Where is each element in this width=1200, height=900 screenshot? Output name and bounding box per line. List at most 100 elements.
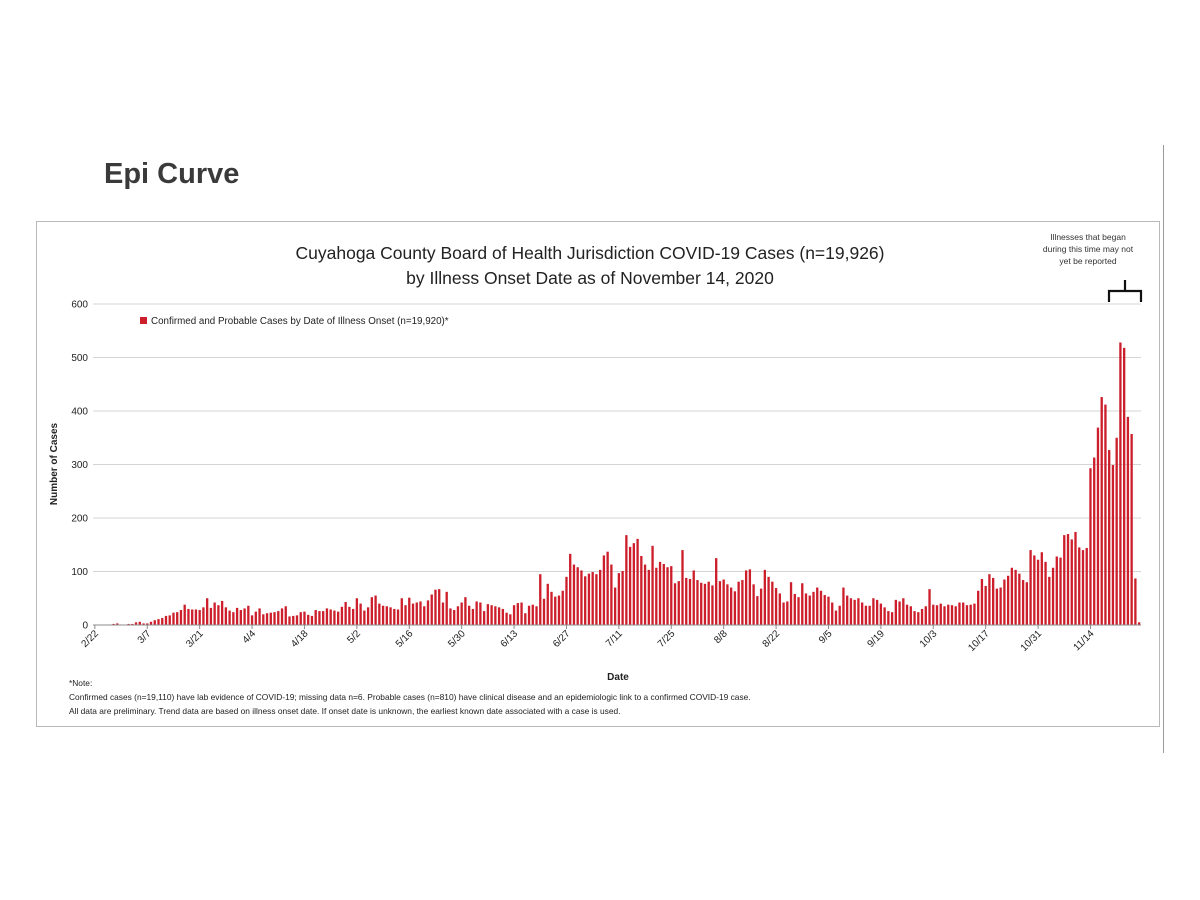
case-bar-206 — [864, 605, 868, 625]
case-bar-250 — [1029, 550, 1032, 625]
case-bar-271 — [1108, 450, 1111, 625]
case-bar-111 — [509, 614, 512, 625]
case-bars — [108, 342, 1141, 626]
case-bar-203 — [853, 599, 856, 625]
x-tick-label-7/11: 7/11 — [604, 628, 625, 649]
y-tick-label-0: 0 — [82, 621, 88, 632]
case-bar-38 — [235, 607, 239, 625]
case-bar-161 — [696, 580, 699, 625]
x-tick-label-3/7: 3/7 — [136, 628, 154, 646]
case-bar-119 — [539, 574, 542, 625]
case-bar-174 — [744, 570, 748, 625]
y-tick-label-300: 300 — [71, 460, 88, 471]
case-bar-202 — [849, 598, 853, 625]
case-bar-65 — [337, 611, 340, 626]
case-bar-269 — [1100, 397, 1103, 625]
case-bar-245 — [1010, 567, 1014, 625]
case-bar-30 — [206, 598, 209, 625]
case-bar-153 — [666, 567, 669, 625]
case-bar-219 — [913, 611, 916, 625]
case-bar-58 — [310, 615, 314, 625]
case-bar-93 — [441, 602, 445, 625]
legend-swatch — [140, 317, 147, 324]
slide-divider — [1163, 145, 1164, 753]
case-bar-277 — [1130, 434, 1133, 625]
case-bar-49 — [277, 611, 280, 625]
case-bar-227 — [943, 606, 946, 625]
case-bar-66 — [340, 606, 344, 625]
case-bar-198 — [834, 610, 838, 625]
case-bar-196 — [827, 596, 830, 625]
y-tick-label-600: 600 — [71, 300, 88, 311]
reporting-lag-annotation-line-1: Illnesses that began — [1050, 232, 1126, 242]
case-bar-164 — [707, 581, 710, 625]
case-bar-241 — [995, 588, 999, 625]
case-bar-131 — [584, 576, 587, 625]
case-bar-191 — [808, 595, 811, 625]
case-bar-69 — [351, 608, 355, 625]
case-bar-55 — [299, 612, 302, 625]
case-bar-13 — [142, 623, 145, 625]
case-bar-237 — [980, 578, 984, 625]
case-bar-84 — [408, 597, 411, 625]
case-bar-182 — [774, 588, 778, 625]
case-bar-48 — [273, 612, 276, 625]
case-bar-24 — [183, 604, 186, 625]
case-bar-98 — [460, 602, 463, 625]
case-bar-128 — [572, 564, 576, 625]
case-bar-118 — [535, 606, 538, 625]
case-bar-267 — [1093, 457, 1096, 625]
case-bar-41 — [247, 605, 250, 625]
page-title: Epi Curve — [104, 158, 240, 190]
case-bar-204 — [857, 598, 860, 625]
chart-subtitle: by Illness Onset Date as of November 14,… — [406, 268, 774, 288]
case-bar-86 — [415, 602, 418, 625]
case-bar-40 — [243, 608, 246, 625]
case-bar-166 — [715, 558, 718, 626]
case-bar-81 — [396, 609, 400, 625]
case-bar-74 — [370, 597, 373, 625]
case-bar-242 — [999, 587, 1002, 625]
case-bar-87 — [419, 601, 422, 625]
case-bar-31 — [209, 607, 213, 625]
case-bar-273 — [1115, 437, 1118, 625]
case-bar-192 — [812, 591, 815, 625]
case-bar-122 — [550, 591, 553, 625]
case-bar-154 — [670, 566, 673, 625]
case-bar-19 — [164, 615, 168, 625]
case-bar-248 — [1021, 580, 1025, 625]
case-bar-270 — [1104, 404, 1107, 625]
case-bar-62 — [325, 608, 329, 625]
case-bar-57 — [307, 614, 310, 625]
case-bar-179 — [763, 569, 766, 625]
case-bar-90 — [430, 594, 433, 625]
case-bar-209 — [875, 599, 879, 625]
x-tick-label-5/30: 5/30 — [446, 628, 468, 650]
case-bar-35 — [224, 607, 228, 625]
case-bar-195 — [823, 595, 826, 625]
case-bar-180 — [767, 576, 770, 625]
case-bar-184 — [782, 602, 785, 625]
case-bar-12 — [138, 621, 141, 625]
reporting-lag-annotation-line-2: during this time may not — [1043, 244, 1134, 254]
note-heading: *Note: — [69, 678, 93, 688]
x-tick-label-10/31: 10/31 — [1019, 628, 1045, 654]
case-bar-244 — [1006, 575, 1010, 625]
case-bar-170 — [730, 587, 733, 625]
gridlines — [93, 303, 1141, 626]
case-bar-51 — [284, 606, 287, 625]
case-bar-257 — [1055, 556, 1058, 625]
x-tick-label-11/14: 11/14 — [1072, 628, 1097, 653]
case-bar-258 — [1059, 557, 1062, 625]
case-bar-92 — [438, 589, 441, 625]
case-bar-278 — [1134, 578, 1137, 625]
case-bar-32 — [213, 602, 216, 625]
case-bar-102 — [475, 601, 478, 625]
case-bar-187 — [793, 593, 796, 625]
reporting-lag-annotation-line-3: yet be reported — [1059, 256, 1116, 266]
case-bar-181 — [771, 581, 774, 625]
y-tick-label-200: 200 — [71, 514, 88, 525]
case-bar-176 — [752, 584, 755, 625]
x-tick-label-6/27: 6/27 — [551, 628, 573, 650]
case-bar-149 — [651, 545, 654, 625]
